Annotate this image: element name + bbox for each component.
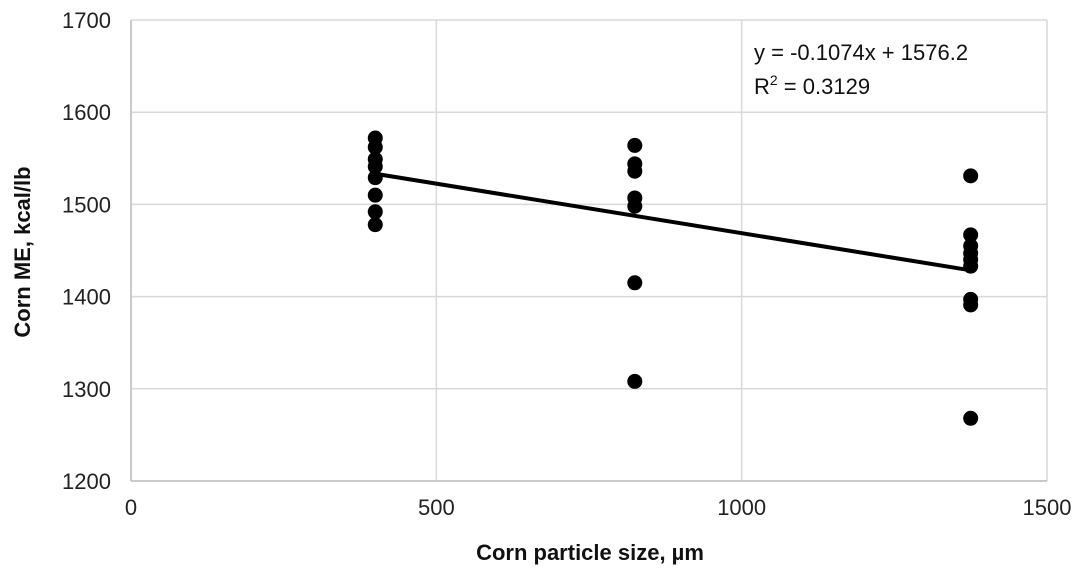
data-point: [367, 139, 383, 155]
data-point: [367, 217, 383, 233]
x-axis-title: Corn particle size, µm: [476, 540, 704, 565]
r-squared-superscript: 2: [770, 72, 778, 88]
data-point: [963, 258, 979, 274]
data-point: [627, 137, 643, 153]
y-tick-label: 1200: [62, 469, 111, 494]
axes: [130, 20, 1047, 482]
y-tick-label: 1400: [62, 285, 111, 310]
trendline: [374, 171, 971, 273]
data-point: [627, 163, 643, 179]
data-point: [367, 159, 383, 175]
trendline-group: [374, 171, 971, 273]
y-axis-title: Corn ME, kcal/lb: [10, 166, 35, 337]
data-point: [367, 170, 383, 186]
data-point: [963, 227, 979, 243]
data-points: [367, 130, 979, 426]
data-point: [963, 168, 979, 184]
data-point: [627, 198, 643, 214]
x-tick-label: 1000: [717, 495, 766, 520]
tick-labels: 1200 1300 1400 1500 1600 1700 0 500 1000 1500: [62, 8, 1071, 520]
y-tick-label: 1300: [62, 377, 111, 402]
r-squared-value: = 0.3129: [778, 74, 870, 99]
grid-lines: [130, 19, 1048, 482]
data-point: [367, 187, 383, 203]
y-tick-label: 1600: [62, 100, 111, 125]
r-squared-prefix: R: [754, 74, 770, 99]
y-tick-label: 1700: [62, 8, 111, 33]
data-point: [627, 373, 643, 389]
x-tick-label: 1500: [1023, 495, 1072, 520]
data-point: [963, 410, 979, 426]
r-squared-label: R2 = 0.3129: [754, 72, 870, 99]
data-point: [963, 297, 979, 313]
x-tick-label: 500: [418, 495, 455, 520]
x-tick-label: 0: [125, 495, 137, 520]
data-point: [627, 275, 643, 291]
data-point: [367, 204, 383, 220]
trendline-equation: y = -0.1074x + 1576.2: [754, 40, 968, 65]
y-tick-label: 1500: [62, 192, 111, 217]
